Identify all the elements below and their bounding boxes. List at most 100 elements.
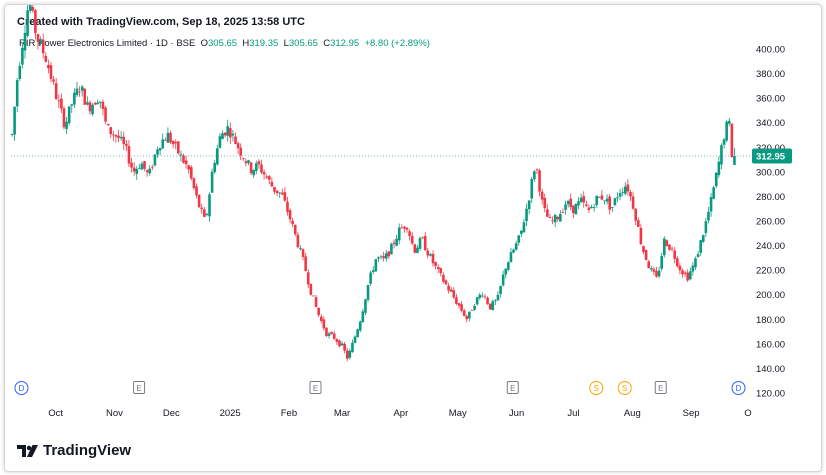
x-tick-label: Jun [509, 408, 524, 419]
candle-body [683, 272, 687, 274]
candle-body [657, 270, 661, 277]
candle-body [262, 171, 266, 175]
candle-body [52, 79, 55, 82]
candle-body [457, 303, 461, 306]
candle-body [707, 211, 710, 221]
candle-body [566, 201, 570, 205]
candle-body [447, 285, 450, 291]
split-badge-letter: S [594, 384, 599, 393]
y-tick-label: 220.00 [756, 266, 785, 277]
candle-body [522, 222, 526, 233]
candle-body [569, 198, 573, 208]
candle-body [278, 192, 281, 194]
y-tick-label: 340.00 [756, 118, 785, 129]
candle-body [631, 196, 635, 209]
candle-body [49, 65, 53, 79]
open-value: 305.65 [208, 38, 238, 49]
x-tick-label: Nov [106, 408, 123, 419]
candle-body [704, 221, 708, 233]
candle-body [384, 253, 388, 259]
earnings-badge-letter: E [658, 384, 663, 393]
y-tick-label: 260.00 [756, 217, 785, 228]
candle-body [280, 192, 284, 195]
split-badge [617, 381, 632, 395]
candle-body [681, 270, 684, 275]
candle-body [377, 257, 380, 259]
candle-body [395, 238, 398, 246]
candle-body [44, 55, 48, 62]
candle-body [688, 271, 692, 280]
earnings-badge-letter: E [136, 384, 141, 393]
candle-body [418, 238, 422, 249]
x-tick-label: Feb [281, 408, 297, 419]
candle-body [249, 162, 253, 174]
candle-body [119, 136, 123, 139]
x-tick-label: Aug [624, 408, 641, 419]
candle-body [291, 220, 294, 225]
candle-body [634, 208, 638, 221]
candle-body [691, 265, 695, 272]
candle-body [374, 259, 378, 272]
candle-body [112, 134, 115, 136]
candle-body [327, 333, 331, 336]
candle-body [62, 108, 66, 128]
candle-body [39, 40, 42, 44]
candle-body [475, 297, 479, 305]
candle-body [80, 86, 84, 91]
candle-body [694, 258, 697, 268]
candle-body [330, 332, 333, 335]
candle-body [608, 196, 612, 210]
candle-body [270, 181, 274, 187]
candle-body [148, 168, 152, 174]
candle-body [600, 195, 604, 200]
candle-body [247, 160, 250, 164]
candle-body [709, 197, 713, 212]
candle-body [686, 272, 689, 281]
candle-body [34, 10, 37, 34]
candle-body [234, 136, 237, 144]
candle-body [348, 350, 352, 358]
candle-body [366, 285, 370, 300]
candle-body [174, 141, 178, 144]
candle-body [288, 210, 292, 220]
high-label: H [242, 38, 250, 49]
candle-body [517, 235, 521, 243]
candle-body [244, 161, 248, 164]
candle-body [13, 106, 16, 135]
candle-body [637, 220, 640, 227]
candle-body [23, 32, 27, 51]
candle-body [410, 235, 414, 244]
candle-body [10, 134, 14, 136]
candle-body [21, 48, 24, 65]
candle-body [273, 186, 276, 192]
candle-body [452, 290, 456, 298]
candle-body [60, 98, 63, 109]
candle-body [252, 169, 255, 176]
candle-body [205, 214, 209, 216]
candle-body [496, 294, 500, 301]
candle-body [655, 270, 658, 277]
candle-body [286, 201, 289, 212]
candle-body [192, 178, 196, 188]
candle-body [722, 139, 726, 145]
candle-body [431, 254, 435, 264]
candle-body [57, 100, 61, 102]
chart-frame: Created with TradingView.com, Sep 18, 20… [4, 4, 822, 472]
candlestick-chart[interactable]: 120.00 140.00 160.00 180.00 200.00 220.00 240.… [5, 5, 821, 471]
candle-body [322, 319, 326, 329]
candle-body [130, 162, 133, 168]
candle-body [533, 171, 536, 180]
candle-body [364, 299, 367, 313]
candle-body [675, 258, 679, 267]
candle-body [306, 272, 310, 285]
candle-body [733, 155, 736, 165]
candle-body [221, 133, 224, 140]
earnings-badge [309, 381, 322, 394]
candle-body [343, 343, 346, 351]
candle-body [254, 163, 258, 171]
candle-body [345, 350, 349, 359]
candle-body [182, 155, 185, 163]
candle-body [67, 106, 71, 124]
candle-body [122, 136, 126, 145]
candle-body [28, 5, 32, 11]
